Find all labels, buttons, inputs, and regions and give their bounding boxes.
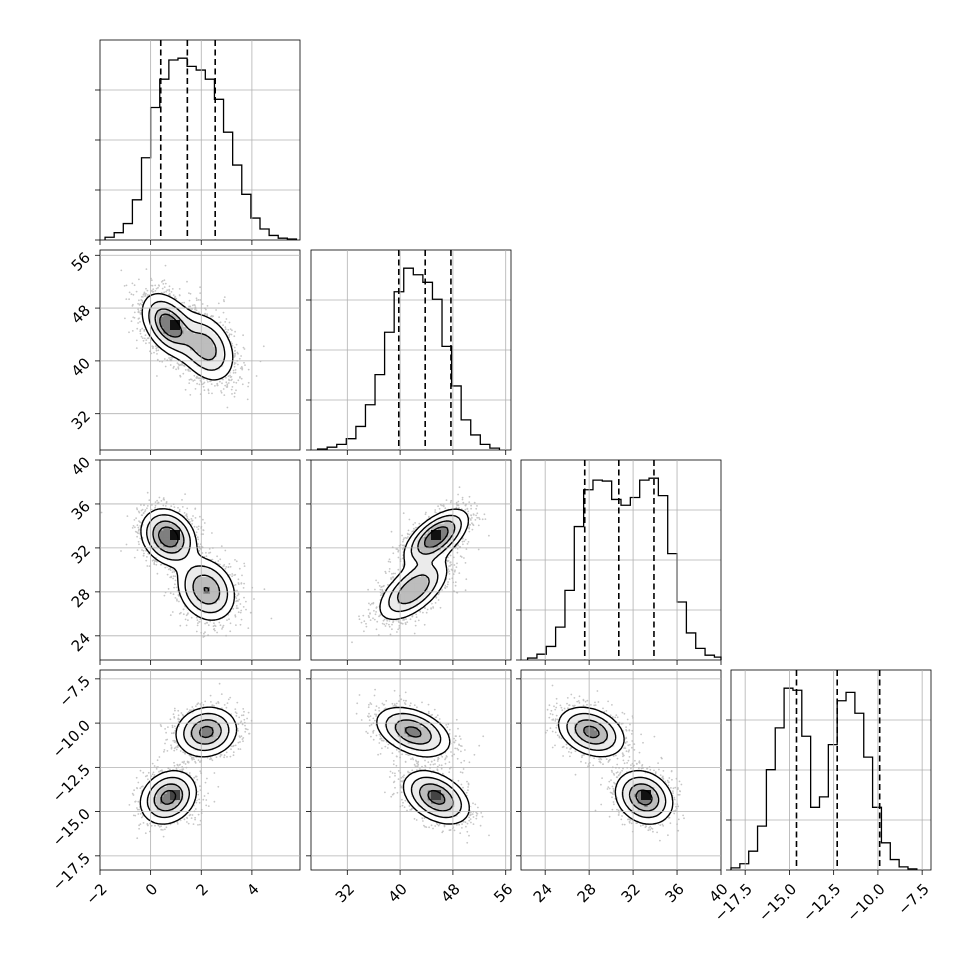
contour-level xyxy=(139,706,238,825)
histogram-panel-3 xyxy=(726,669,932,871)
panel-frame xyxy=(99,39,301,241)
contour-level xyxy=(140,508,236,621)
panel-grid-3-3 xyxy=(744,670,923,870)
x-tick-label: 48 xyxy=(437,880,463,906)
contour-level xyxy=(141,292,234,381)
panel-grid-1-1 xyxy=(346,250,507,450)
x-tick-label: −15.0 xyxy=(755,880,800,925)
panel-frame xyxy=(99,459,301,661)
y-tick-label: −10.0 xyxy=(49,716,94,761)
y-tick-label: −17.5 xyxy=(49,849,94,894)
density-panel-3-1 xyxy=(310,669,512,871)
contour-lines xyxy=(141,292,234,381)
histogram-panel-0 xyxy=(95,39,301,241)
contour-level xyxy=(388,514,462,613)
density-content xyxy=(351,486,490,644)
panel-frame xyxy=(730,669,932,871)
contour-level xyxy=(394,719,454,812)
density-content xyxy=(120,264,265,409)
contour-level xyxy=(424,526,449,549)
x-tick-label: 40 xyxy=(385,880,411,906)
panel-grid-0-0 xyxy=(150,40,253,240)
histogram-bars xyxy=(104,57,298,240)
contour-level xyxy=(557,706,674,825)
panel-frame xyxy=(520,669,722,871)
y-tick-label: 32 xyxy=(68,541,94,567)
density-panel-3-2 xyxy=(520,669,722,871)
contour-level xyxy=(566,712,667,819)
panel-grid-3-2 xyxy=(521,670,721,870)
contour-level xyxy=(405,726,446,805)
scatter-points xyxy=(355,688,490,844)
density-panel-3-0 xyxy=(99,669,301,871)
density-content xyxy=(544,684,685,842)
density-panel-1-0 xyxy=(99,249,301,451)
x-tick-label: −12.5 xyxy=(799,880,844,925)
contour-level xyxy=(160,725,214,805)
histogram-panel-1 xyxy=(306,249,512,451)
x-tick-label: 24 xyxy=(530,880,556,906)
panel-frame xyxy=(99,249,301,451)
y-tick-label: 24 xyxy=(68,629,94,655)
panel-frame xyxy=(310,669,512,871)
contour-lines xyxy=(139,706,238,825)
y-tick-label: 28 xyxy=(68,585,94,611)
density-panel-2-0 xyxy=(99,459,301,661)
y-tick-label: −7.5 xyxy=(56,672,94,710)
density-panel-2-1 xyxy=(310,459,512,661)
x-tick-label: 2 xyxy=(193,880,212,899)
density-content xyxy=(100,491,273,638)
panel-frame xyxy=(310,459,512,661)
panel-frame xyxy=(99,669,301,871)
histogram-bars xyxy=(730,687,918,870)
panel-grid-2-0 xyxy=(100,460,300,660)
y-tick-label: 48 xyxy=(68,301,94,327)
contour-lines xyxy=(376,706,470,825)
contour-level xyxy=(154,308,217,361)
x-tick-label: 0 xyxy=(142,880,161,899)
y-tick-label: 56 xyxy=(68,249,94,275)
contour-level xyxy=(583,725,653,806)
density-content xyxy=(128,682,253,840)
y-tick-label: −15.0 xyxy=(49,805,94,850)
density-content xyxy=(355,688,490,844)
y-tick-label: −12.5 xyxy=(49,761,94,806)
histogram-bars xyxy=(526,477,722,660)
x-tick-label: −7.5 xyxy=(894,880,932,918)
panel-grid-2-1 xyxy=(311,460,511,660)
x-tick-label: 32 xyxy=(332,880,358,906)
panel-grid-3-0 xyxy=(100,670,300,870)
histogram-bars xyxy=(316,267,501,450)
contour-level xyxy=(396,520,456,605)
histogram-panel-2 xyxy=(516,459,722,661)
panel-grid-2-2 xyxy=(544,460,678,660)
panel-grid-3-1 xyxy=(311,670,511,870)
x-tick-label: 32 xyxy=(618,880,644,906)
panel-frame xyxy=(520,459,722,661)
x-tick-label: 36 xyxy=(662,880,688,906)
x-tick-label: −10.0 xyxy=(843,880,888,925)
contour-level xyxy=(146,712,230,819)
y-tick-label: 40 xyxy=(68,453,94,479)
panel-grid-1-0 xyxy=(100,250,300,450)
contour-level xyxy=(376,706,470,825)
contour-level xyxy=(159,313,183,338)
panel-frame xyxy=(310,249,512,451)
x-tick-label: 56 xyxy=(490,880,516,906)
y-tick-label: 40 xyxy=(68,354,94,380)
x-tick-label: 4 xyxy=(243,880,262,899)
y-tick-label: 32 xyxy=(68,407,94,433)
y-tick-label: 36 xyxy=(68,497,94,523)
x-tick-label: −2 xyxy=(82,880,110,908)
x-tick-label: 28 xyxy=(574,880,600,906)
